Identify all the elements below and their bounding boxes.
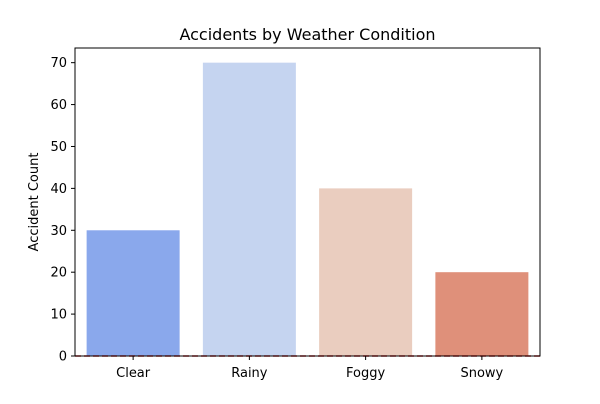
- plot-frame: [74, 47, 541, 357]
- x-tick-label: Clear: [116, 366, 151, 381]
- y-tick-label: 40: [50, 182, 67, 197]
- y-axis-label: Accident Count: [27, 153, 42, 252]
- x-tick-label: Foggy: [346, 366, 385, 381]
- bar-rainy: [202, 62, 296, 357]
- y-tick-label: 60: [50, 98, 67, 113]
- bar-snowy: [435, 272, 529, 356]
- y-tick-label: 0: [59, 350, 67, 365]
- y-tick-label: 30: [50, 224, 67, 239]
- y-tick-label: 20: [50, 266, 67, 281]
- y-tick-label: 10: [50, 308, 67, 323]
- bar-clear: [86, 230, 180, 356]
- y-axis: 0 10 20 30 40 50 60 70: [50, 56, 75, 365]
- x-tick-label: Rainy: [231, 366, 268, 381]
- y-tick-label: 70: [50, 56, 67, 71]
- chart-title: Accidents by Weather Condition: [179, 25, 435, 44]
- x-tick-label: Snowy: [460, 366, 503, 381]
- bar-foggy: [319, 188, 413, 356]
- bars-layer: [86, 62, 529, 357]
- y-tick-label: 50: [50, 140, 67, 155]
- x-axis: Clear Rainy Foggy Snowy: [116, 356, 504, 381]
